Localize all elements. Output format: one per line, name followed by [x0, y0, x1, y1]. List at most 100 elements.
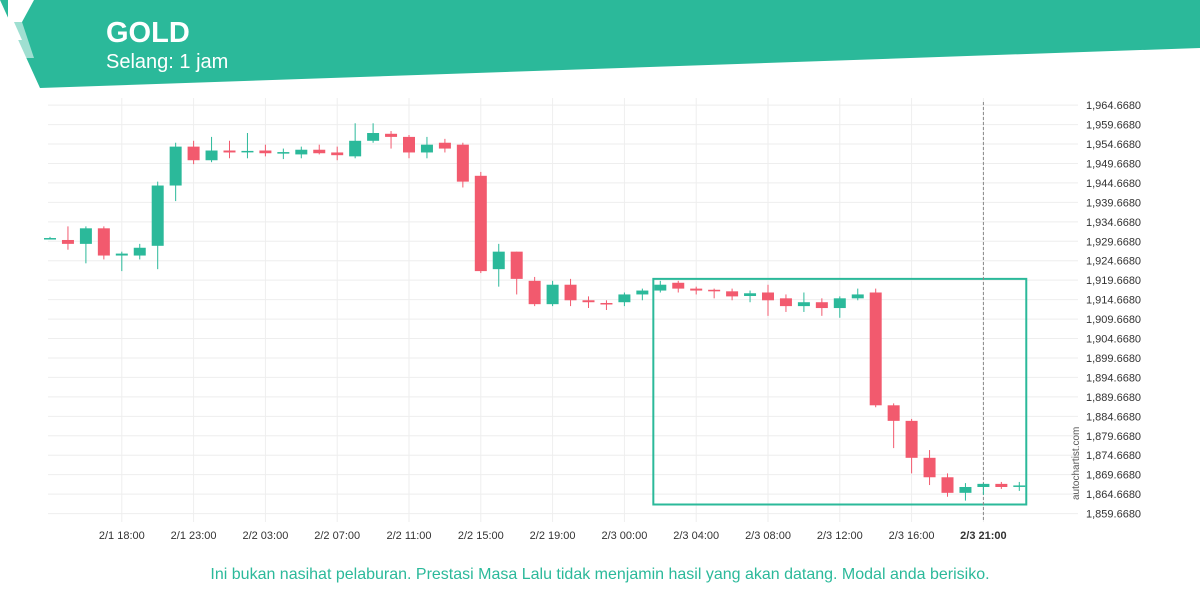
candle-body-bearish	[97, 228, 110, 256]
candle-body-bearish	[672, 282, 685, 289]
candle-body-bullish	[367, 133, 380, 141]
y-tick-label: 1,964.6680	[1086, 100, 1141, 112]
watermark: autochartist.com	[1071, 427, 1085, 514]
candle-body-bullish	[618, 294, 631, 303]
candle-body-bearish	[887, 405, 900, 421]
x-tick-label: 2/2 15:00	[458, 530, 504, 542]
y-tick-label: 1,869.6680	[1086, 470, 1141, 482]
candle-body-bearish	[779, 298, 792, 307]
candle-body-bullish	[295, 149, 308, 155]
candle-body-bullish	[420, 144, 433, 153]
interval-label: Selang: 1 jam	[106, 51, 229, 73]
y-tick-label: 1,939.6680	[1086, 197, 1141, 209]
candle-body-bearish	[385, 133, 398, 137]
candle-body-bearish	[564, 284, 577, 301]
candle-body-bullish	[833, 298, 846, 309]
candle-body-bearish	[708, 289, 721, 292]
watermark-text: autochartist.com	[1071, 426, 1082, 500]
candle-body-bearish	[869, 292, 882, 406]
candle-body-bearish	[474, 175, 487, 272]
y-tick-label: 1,909.6680	[1086, 314, 1141, 326]
candle-body-bearish	[726, 291, 739, 297]
y-tick-label: 1,944.6680	[1086, 178, 1141, 190]
candle-body-bearish	[690, 288, 703, 291]
candle-body-bearish	[995, 483, 1008, 487]
y-tick-label: 1,959.6680	[1086, 120, 1141, 132]
candle-body-bearish	[259, 150, 272, 154]
candle-body-bearish	[456, 144, 469, 182]
x-tick-label: 2/3 04:00	[673, 530, 719, 542]
candle-body-bullish	[44, 238, 56, 240]
candle-body-bullish	[205, 150, 218, 161]
candle-body-bearish	[223, 150, 236, 153]
x-tick-label: 2/3 21:00	[960, 530, 1006, 542]
y-tick-label: 1,914.6680	[1086, 295, 1141, 307]
x-tick-label: 2/2 03:00	[242, 530, 288, 542]
candle-body-bearish	[528, 280, 541, 305]
x-tick-label: 2/2 11:00	[386, 530, 431, 542]
header-banner: GOLD Selang: 1 jam	[0, 0, 1200, 90]
candle-body-bullish	[133, 247, 146, 256]
x-tick-label: 2/3 12:00	[817, 530, 863, 542]
candle-body-bearish	[762, 292, 774, 301]
y-tick-label: 1,884.6680	[1086, 411, 1141, 423]
candle-body-bearish	[187, 146, 200, 161]
candle-body-bullish	[797, 302, 810, 307]
y-tick-label: 1,864.6680	[1086, 489, 1141, 501]
y-tick-label: 1,859.6680	[1086, 509, 1141, 521]
x-tick-label: 2/3 08:00	[745, 530, 791, 542]
candle-body-bullish	[115, 253, 128, 256]
x-tick-label: 2/1 18:00	[99, 530, 145, 542]
candle-body-bullish	[492, 251, 505, 270]
y-tick-label: 1,934.6680	[1086, 217, 1141, 229]
autochartist-logo-icon	[2, 0, 34, 58]
x-tick-label: 2/2 07:00	[314, 530, 360, 542]
candle-body-bearish	[600, 302, 613, 305]
candle-body-bearish	[313, 149, 326, 154]
candle-body-bullish	[1013, 485, 1026, 487]
candle-body-bearish	[923, 457, 936, 478]
candle-body-bearish	[582, 300, 595, 303]
candle-body-bearish	[61, 239, 74, 244]
candle-body-bearish	[331, 152, 344, 156]
candle-body-bearish	[403, 136, 415, 153]
candle-body-bearish	[438, 142, 451, 149]
candle-body-bullish	[959, 486, 972, 493]
candle-body-bullish	[277, 152, 290, 154]
x-tick-label: 2/3 16:00	[889, 530, 935, 542]
candle-body-bearish	[510, 251, 523, 279]
y-tick-label: 1,894.6680	[1086, 372, 1141, 384]
candle-body-bearish	[905, 420, 918, 458]
candle-body-bullish	[546, 284, 559, 305]
candle-body-bullish	[654, 284, 667, 291]
y-tick-label: 1,949.6680	[1086, 158, 1141, 170]
candle-body-bullish	[79, 228, 92, 244]
y-tick-label: 1,874.6680	[1086, 450, 1141, 462]
disclaimer: Ini bukan nasihat pelaburan. Prestasi Ma…	[210, 566, 990, 583]
y-tick-label: 1,919.6680	[1086, 275, 1141, 287]
y-tick-label: 1,904.6680	[1086, 334, 1141, 346]
y-tick-label: 1,929.6680	[1086, 236, 1141, 248]
candle-body-bullish	[977, 483, 990, 487]
candle-body-bullish	[636, 290, 649, 295]
banner-background	[0, 0, 1200, 88]
y-tick-label: 1,879.6680	[1086, 431, 1141, 443]
candle-body-bullish	[241, 150, 254, 153]
candle-body-bullish	[851, 294, 864, 299]
candle-body-bullish	[744, 293, 757, 296]
x-tick-label: 2/3 00:00	[601, 530, 647, 542]
y-tick-label: 1,899.6680	[1086, 353, 1141, 365]
candle-body-bullish	[349, 140, 362, 157]
y-tick-label: 1,889.6680	[1086, 392, 1141, 404]
candle-body-bullish	[169, 146, 182, 186]
candle-body-bearish	[815, 302, 828, 309]
pattern-highlight-box	[652, 277, 1028, 506]
candle-body-bullish	[151, 185, 164, 246]
symbol-title: GOLD	[106, 17, 190, 49]
x-tick-label: 2/2 19:00	[530, 530, 576, 542]
y-tick-label: 1,954.6680	[1086, 139, 1141, 151]
x-tick-label: 2/1 23:00	[171, 530, 217, 542]
y-tick-label: 1,924.6680	[1086, 256, 1141, 268]
candle-body-bearish	[941, 477, 954, 493]
